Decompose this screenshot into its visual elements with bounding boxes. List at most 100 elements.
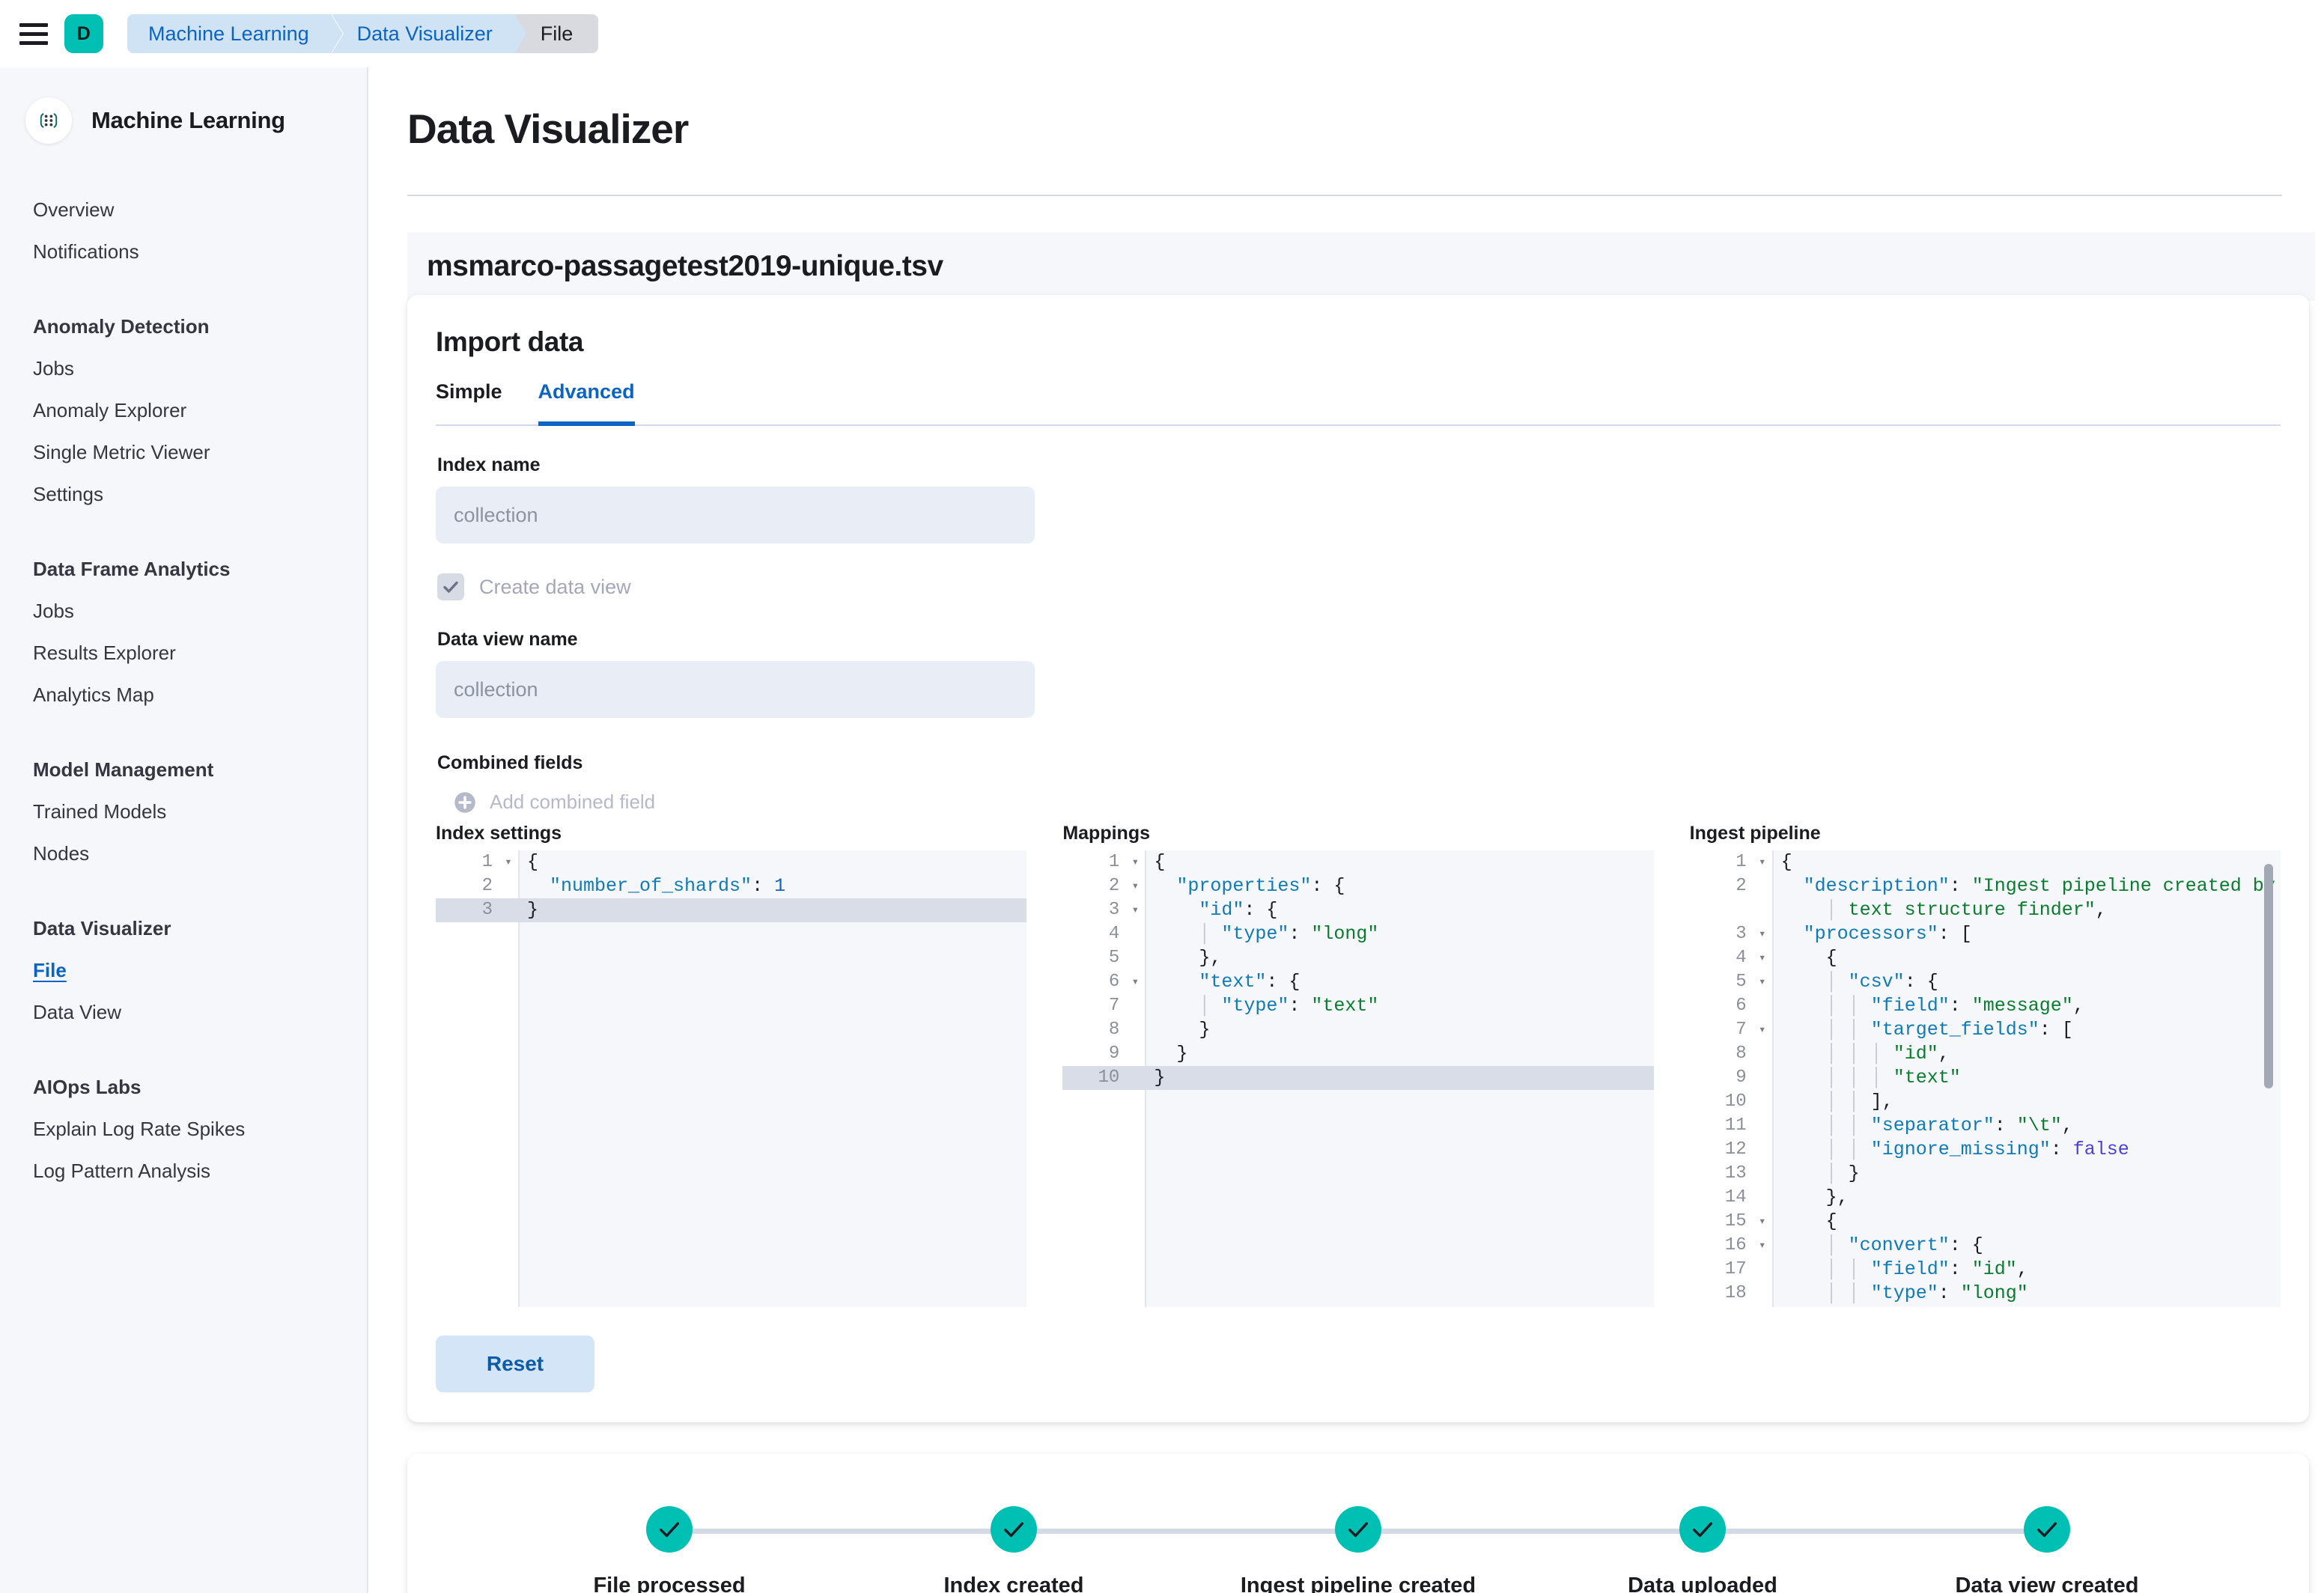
editor-line: 10} [1062, 1066, 1654, 1090]
editor-code: │ "csv": { [1780, 971, 1938, 993]
breadcrumb-item-machine-learning[interactable]: Machine Learning [127, 14, 343, 53]
editor-line-number: 1 [1108, 852, 1120, 872]
editor-code: │ │ "field": "message", [1780, 995, 2084, 1017]
sidebar-item-settings[interactable]: Settings [33, 483, 103, 505]
editor-code: │ │ │ "text" [1780, 1067, 1961, 1088]
index-settings-label: Index settings [436, 823, 562, 844]
sidebar-item-ad-jobs[interactable]: Jobs [33, 357, 74, 380]
sidebar-item-trained-models[interactable]: Trained Models [33, 800, 167, 823]
editor-code: │ │ "target_fields": [ [1780, 1019, 2073, 1041]
editor-fold-toggle[interactable]: ▾ [1758, 928, 1766, 941]
sidebar-item-explain-log-rate-spikes[interactable]: Explain Log Rate Spikes [33, 1118, 246, 1140]
editor-line: 2 ▾ "properties": { [1062, 874, 1653, 898]
check-icon [1679, 1506, 1726, 1553]
sidebar-group-anomaly-detection: Anomaly Detection [33, 314, 210, 338]
sidebar-item-anomaly-explorer[interactable]: Anomaly Explorer [33, 399, 187, 421]
editor-line: 14 }, [1690, 1186, 2281, 1210]
breadcrumb-item-data-visualizer[interactable]: Data Visualizer [331, 14, 526, 53]
editor-line-number: 18 [1724, 1283, 1747, 1303]
editor-fold-toggle[interactable]: ▾ [1758, 1239, 1766, 1252]
progress-step-file-processed: File processed [497, 1506, 842, 1593]
editor-line: 4 │ "type": "long" [1062, 922, 1653, 946]
check-icon [991, 1506, 1037, 1553]
editor-line: 8 │ │ │ "id", [1690, 1042, 2281, 1066]
combined-fields-label: Combined fields [437, 752, 583, 773]
editor-code: │ │ "separator": "\t", [1780, 1115, 2073, 1136]
editor-line-number: 11 [1724, 1115, 1747, 1136]
progress-step-label: File processed [593, 1574, 746, 1593]
editor-code: │ "type": "long" [1154, 923, 1379, 945]
editor-code: │ │ ], [1780, 1091, 1893, 1112]
editor-line-number: 13 [1724, 1163, 1747, 1184]
editor-line: 5 ▾ │ "csv": { [1690, 970, 2281, 994]
check-icon [2024, 1506, 2070, 1553]
editor-line-number: 3 [1108, 900, 1120, 920]
editor-code: } [1176, 1043, 1188, 1064]
editor-code: } [1199, 1019, 1211, 1041]
editor-line: 7 │ "type": "text" [1062, 994, 1653, 1018]
editor-fold-toggle[interactable]: ▾ [1131, 880, 1140, 893]
editor-fold-toggle[interactable]: ▾ [505, 856, 512, 869]
editor-lines: 1 ▾ {2 "description": "Ingest pipeline cre… [1690, 850, 2281, 1306]
tab-advanced[interactable]: Advanced [538, 380, 635, 426]
index-settings-editor[interactable]: 1 ▾{2 "number_of_shards": 1 3} [436, 850, 1027, 1307]
editor-fold-toggle[interactable]: ▾ [1758, 1215, 1766, 1228]
page-title: Data Visualizer [407, 106, 689, 152]
editor-scrollbar[interactable] [2263, 864, 2273, 1088]
add-combined-field-button[interactable]: Add combined field [454, 791, 2281, 814]
progress-step-label: Index created [943, 1574, 1084, 1593]
editor-code: │ │ "ignore_missing": false [1780, 1139, 2129, 1160]
hamburger-menu-icon[interactable] [16, 17, 49, 50]
sidebar-item-single-metric-viewer[interactable]: Single Metric Viewer [33, 441, 210, 463]
sidebar-item-file[interactable]: File [33, 959, 67, 981]
editor-fold-toggle[interactable]: ▾ [1131, 904, 1140, 917]
editor-fold-toggle[interactable]: ▾ [1758, 975, 1766, 989]
editor-code: │ text structure finder", [1780, 899, 2107, 921]
editor-line-number: 16 [1724, 1235, 1747, 1255]
editor-code: } [527, 899, 539, 921]
editor-fold-toggle[interactable]: ▾ [1131, 975, 1140, 989]
reset-button[interactable]: Reset [436, 1335, 594, 1392]
tab-simple[interactable]: Simple [436, 380, 502, 403]
tabs-divider [436, 424, 2281, 426]
editor-line: 9 │ │ │ "text" [1690, 1066, 2281, 1090]
data-view-name-input[interactable] [436, 661, 1035, 718]
import-mode-tabs: Simple Advanced [436, 380, 2281, 426]
editor-fold-toggle[interactable]: ▾ [1131, 856, 1140, 869]
index-name-input[interactable] [436, 487, 1035, 543]
editor-code: "processors": [ [1803, 923, 1972, 945]
sidebar-item-overview[interactable]: Overview [33, 198, 115, 221]
app-badge[interactable]: D [64, 14, 103, 53]
sidebar-item-log-pattern-analysis[interactable]: Log Pattern Analysis [33, 1160, 211, 1182]
progress-step-label: Data view created [1955, 1574, 2139, 1593]
editor-lines: 1 ▾{2 ▾ "properties": {3 ▾ "id": {4 │ "type… [1062, 850, 1654, 1090]
editor-line-number: 7 [1108, 996, 1120, 1016]
mappings-label: Mappings [1062, 823, 1150, 844]
sidebar-item-nodes[interactable]: Nodes [33, 842, 90, 865]
editor-line: │ text structure finder", [1690, 898, 2281, 922]
sidebar-item-data-view[interactable]: Data View [33, 1001, 122, 1023]
mappings-editor[interactable]: 1 ▾{2 ▾ "properties": {3 ▾ "id": {4 │ "type… [1062, 850, 1654, 1307]
editor-code: { [527, 851, 539, 873]
editor-line: 13 │ } [1690, 1162, 2281, 1186]
breadcrumb-item-file: File [514, 14, 599, 53]
sidebar-item-analytics-map[interactable]: Analytics Map [33, 683, 154, 706]
editor-code: │ "type": "text" [1154, 995, 1379, 1017]
sidebar-item-notifications[interactable]: Notifications [33, 240, 139, 263]
editor-fold-toggle[interactable]: ▾ [1758, 1023, 1766, 1037]
editor-fold-toggle[interactable]: ▾ [1758, 951, 1766, 965]
editor-code: { [1825, 947, 1837, 969]
ingest-pipeline-editor[interactable]: 1 ▾ {2 "description": "Ingest pipeline cre… [1689, 850, 2281, 1307]
editor-line: 1 ▾ { [436, 850, 1026, 874]
check-icon [1335, 1506, 1381, 1553]
editor-fold-toggle[interactable]: ▾ [1758, 856, 1766, 869]
create-data-view-checkbox[interactable] [437, 573, 464, 600]
editor-line-number: 6 [1736, 996, 1747, 1016]
check-icon [646, 1506, 693, 1553]
create-data-view-checkbox-row[interactable]: Create data view [437, 573, 2281, 600]
sidebar-item-results-explorer[interactable]: Results Explorer [33, 642, 176, 664]
progress-step-label: Ingest pipeline created [1240, 1574, 1476, 1593]
editor-line-number: 9 [1736, 1067, 1747, 1088]
progress-step-data-view-created: Data view created [1875, 1506, 2219, 1593]
sidebar-item-dfa-jobs[interactable]: Jobs [33, 600, 74, 622]
